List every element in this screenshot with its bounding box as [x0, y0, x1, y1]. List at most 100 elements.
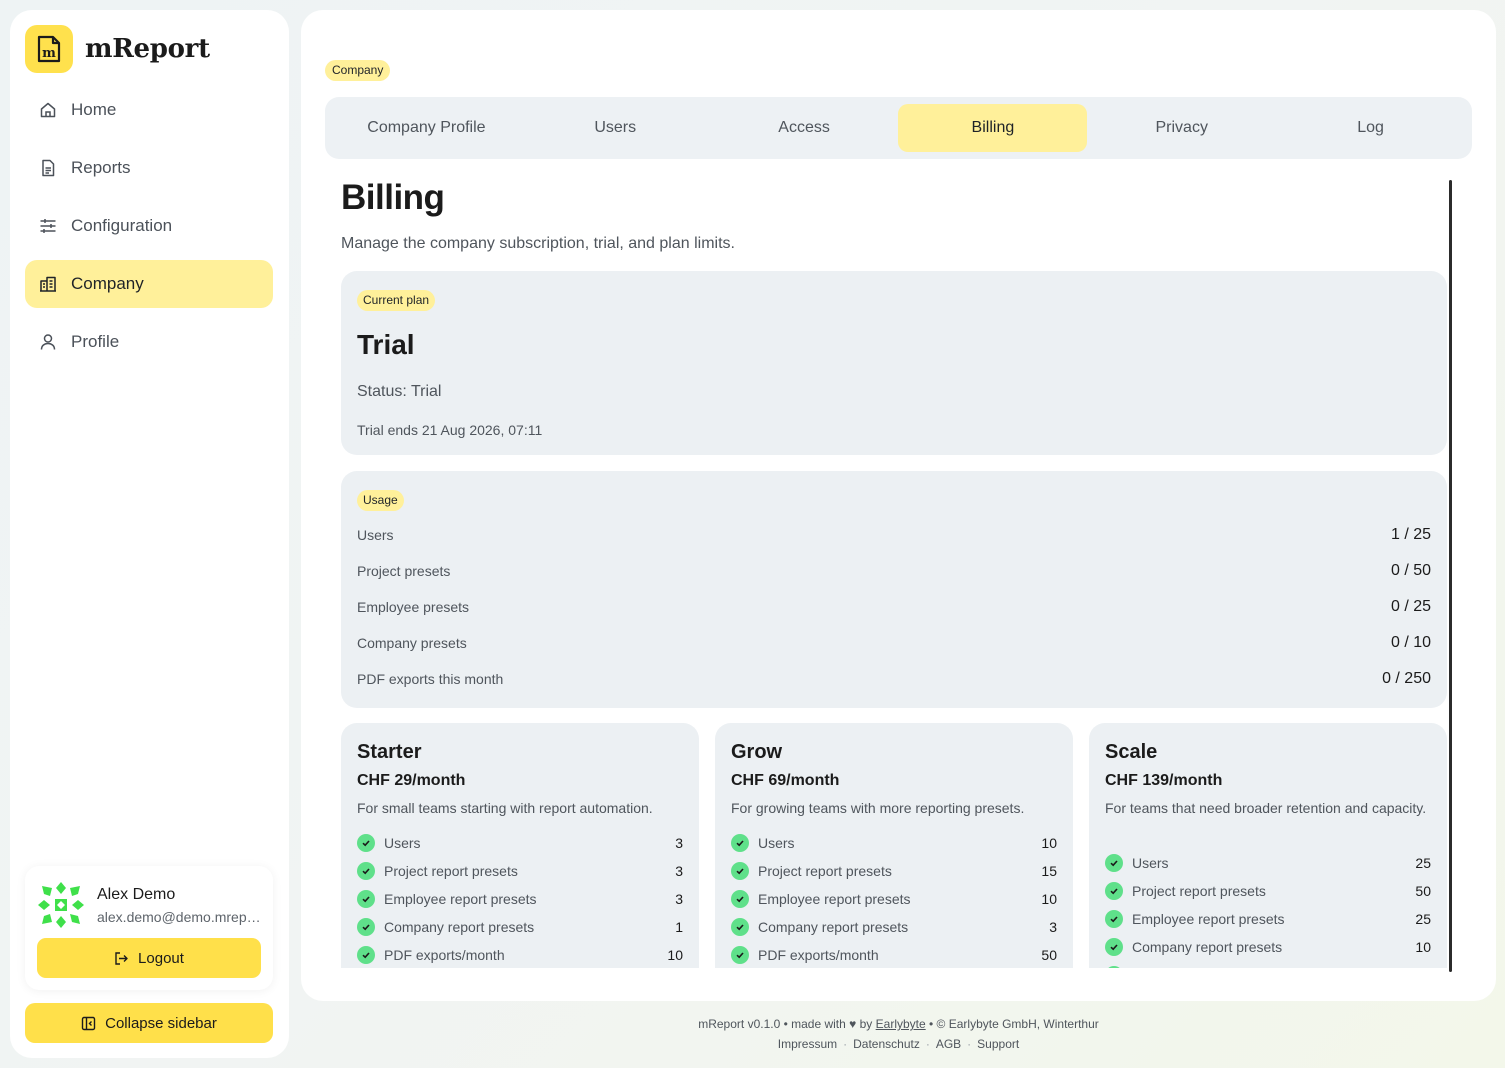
feature-label: Company report presets [1132, 939, 1283, 955]
sidebar-item-profile[interactable]: Profile [25, 318, 273, 366]
sidebar-item-reports[interactable]: Reports [25, 144, 273, 192]
check-icon [1105, 938, 1123, 956]
m-logo-icon: m [25, 25, 73, 73]
plan-price: CHF 29/month [357, 772, 466, 789]
breadcrumb[interactable]: Company [325, 60, 391, 81]
sidebar-item-label: Profile [71, 332, 120, 351]
usage-card: Usage Users 1 / 25 Project presets 0 / 5… [341, 471, 1447, 708]
page-subtitle: Manage the company subscription, trial, … [341, 235, 735, 252]
usage-label: Users [357, 527, 394, 543]
scrollbar[interactable] [1449, 180, 1452, 972]
footer-separator: · [925, 1037, 930, 1051]
check-icon [731, 918, 749, 936]
usage-label: Project presets [357, 563, 451, 579]
usage-value: 1 / 25 [1390, 526, 1431, 543]
usage-label: PDF exports this month [357, 671, 504, 687]
tab-privacy[interactable]: Privacy [1155, 119, 1208, 136]
footer-link-datenschutz[interactable]: Datenschutz [853, 1037, 920, 1051]
feature-label: Project report presets [1132, 883, 1266, 899]
footer-link-agb[interactable]: AGB [935, 1037, 962, 1051]
plan-card-scale[interactable]: Scale CHF 139/month For teams that need … [1089, 723, 1447, 968]
report-icon [42, 159, 55, 177]
brand-name: mReport [85, 34, 210, 64]
tab-company-profile[interactable]: Company Profile [367, 119, 486, 136]
feature-label: Users [1132, 855, 1169, 871]
plan-feature: Users 10 [731, 833, 1057, 853]
tab-billing[interactable]: Billing [898, 104, 1088, 152]
collapse-sidebar-label: Collapse sidebar [105, 1014, 217, 1032]
footer-separator: · [967, 1037, 972, 1051]
sidebar-collapse-icon [81, 1016, 96, 1030]
check-icon [731, 890, 749, 908]
footer-maker-link[interactable]: Earlybyte [875, 1017, 926, 1031]
footer-link-impressum[interactable]: Impressum [777, 1037, 838, 1051]
plan-feature: Employee report presets 10 [731, 889, 1057, 909]
feature-value: 10 [667, 947, 683, 963]
check-icon [357, 862, 375, 880]
plan-card-grow[interactable]: Grow CHF 69/month For growing teams with… [715, 723, 1073, 968]
footer-version: mReport v0.1.0 • made with ♥ by [698, 1017, 873, 1031]
check-icon [1105, 854, 1123, 872]
user-name: Alex Demo [97, 886, 176, 903]
main-panel: Company Company Profile Users Access Bil… [301, 10, 1496, 1001]
sidebar-item-label: Reports [71, 158, 131, 177]
usage-row: Users 1 / 25 [357, 525, 1431, 545]
plan-title: Grow [731, 741, 783, 763]
plan-feature: Company report presets 3 [731, 917, 1057, 937]
feature-value: 3 [675, 835, 683, 851]
check-icon [731, 946, 749, 964]
feature-value: 25 [1415, 911, 1431, 927]
tab-log[interactable]: Log [1357, 119, 1384, 136]
sidebar-item-configuration[interactable]: Configuration [25, 202, 273, 250]
usage-row: PDF exports this month 0 / 250 [357, 669, 1431, 689]
plan-feature: Employee report presets 3 [357, 889, 683, 909]
usage-value: 0 / 25 [1390, 598, 1431, 615]
usage-label: Company presets [357, 635, 467, 651]
feature-label: PDF exports/month [384, 947, 505, 963]
plan-feature: Project report presets 50 [1105, 881, 1431, 901]
feature-value: 10 [1041, 835, 1057, 851]
sliders-icon [40, 219, 56, 233]
check-icon [731, 834, 749, 852]
logout-label: Logout [138, 949, 184, 967]
feature-value: 25 [1415, 855, 1431, 871]
plan-feature: Project report presets 3 [357, 861, 683, 881]
feature-value: 50 [1041, 947, 1057, 963]
user-icon [40, 334, 56, 350]
feature-label: Users [384, 835, 421, 851]
user-card: Alex Demo alex.demo@demo.mreport.ch Logo… [25, 866, 273, 990]
plan-price: CHF 139/month [1105, 772, 1223, 789]
footer-link-support[interactable]: Support [977, 1037, 1020, 1051]
plan-feature: PDF exports/month 10 [357, 945, 683, 965]
sidebar: m mReport Home Reports Configuration Com… [10, 10, 289, 1058]
logout-button[interactable]: Logout [37, 938, 261, 978]
feature-value: 10 [1415, 939, 1431, 955]
usage-row: Company presets 0 / 10 [357, 633, 1431, 653]
plan-title: Scale [1105, 741, 1158, 763]
plan-title: Starter [357, 741, 422, 763]
plan-card-starter[interactable]: Starter CHF 29/month For small teams sta… [341, 723, 699, 968]
feature-value: 10 [1041, 891, 1057, 907]
footer: mReport v0.1.0 • made with ♥ by Earlybyt… [301, 1016, 1496, 1052]
tab-access[interactable]: Access [778, 119, 830, 136]
feature-label: Employee report presets [384, 891, 537, 907]
sidebar-item-home[interactable]: Home [25, 86, 273, 134]
tab-users[interactable]: Users [594, 119, 637, 136]
feature-value: 3 [675, 891, 683, 907]
plan-feature [1105, 965, 1431, 968]
feature-label: PDF exports/month [758, 947, 879, 963]
brand[interactable]: m mReport [25, 25, 210, 73]
current-plan-chip: Current plan [357, 290, 436, 311]
collapse-sidebar-button[interactable]: Collapse sidebar [25, 1003, 273, 1043]
feature-label: Company report presets [384, 919, 535, 935]
trial-end-date: Trial ends 21 Aug 2026, 07:11 [357, 422, 543, 438]
billing-content[interactable]: Billing Manage the company subscription,… [341, 178, 1447, 968]
usage-label: Employee presets [357, 599, 470, 615]
plan-feature: Project report presets 15 [731, 861, 1057, 881]
sidebar-nav: Home Reports Configuration Company Profi… [25, 86, 273, 376]
sidebar-item-company[interactable]: Company [25, 260, 273, 308]
avatar [36, 880, 86, 930]
user-email: alex.demo@demo.mreport.ch [97, 909, 265, 925]
check-icon [357, 890, 375, 908]
check-icon [731, 862, 749, 880]
